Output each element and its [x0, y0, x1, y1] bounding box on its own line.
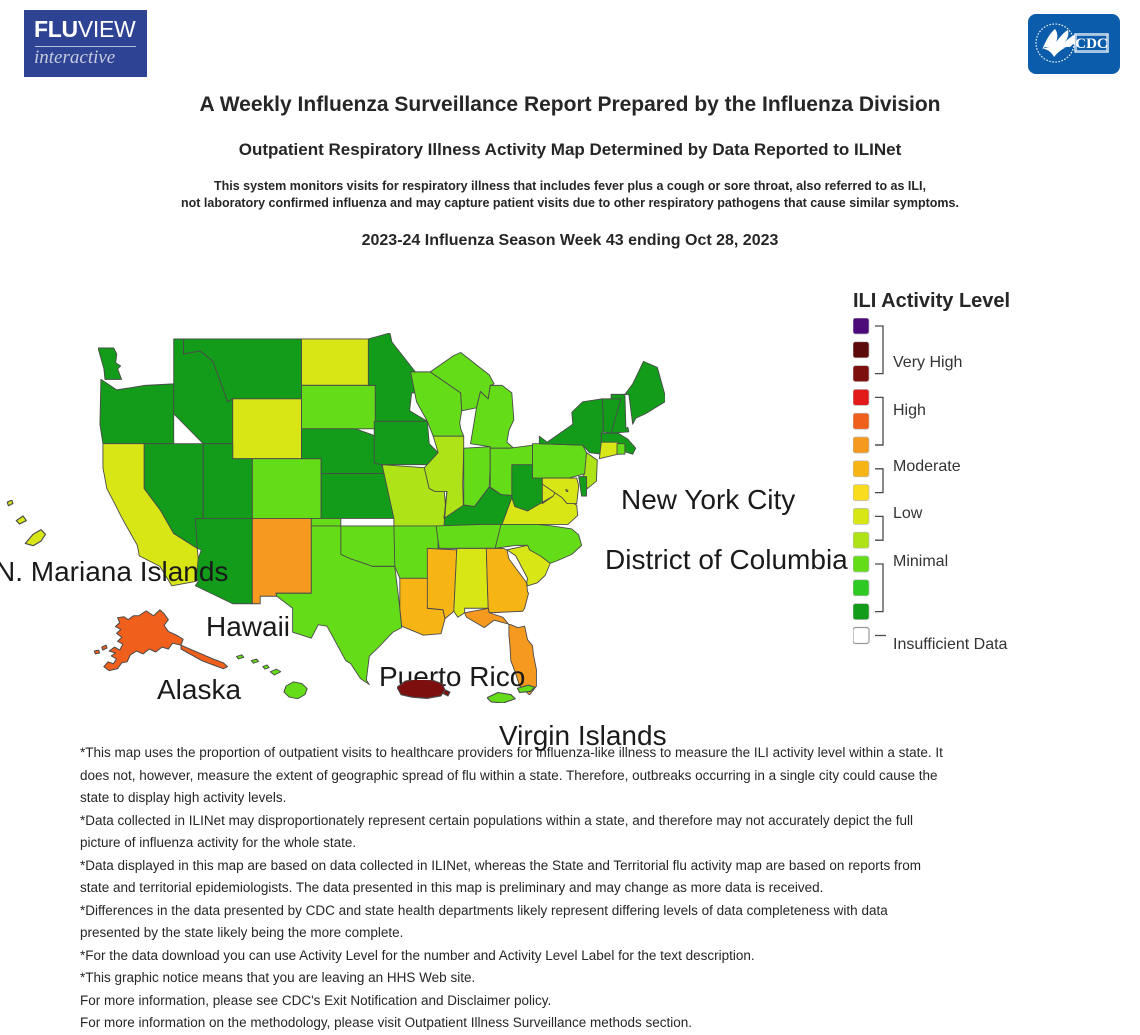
svg-text:CDC: CDC — [1075, 36, 1108, 52]
